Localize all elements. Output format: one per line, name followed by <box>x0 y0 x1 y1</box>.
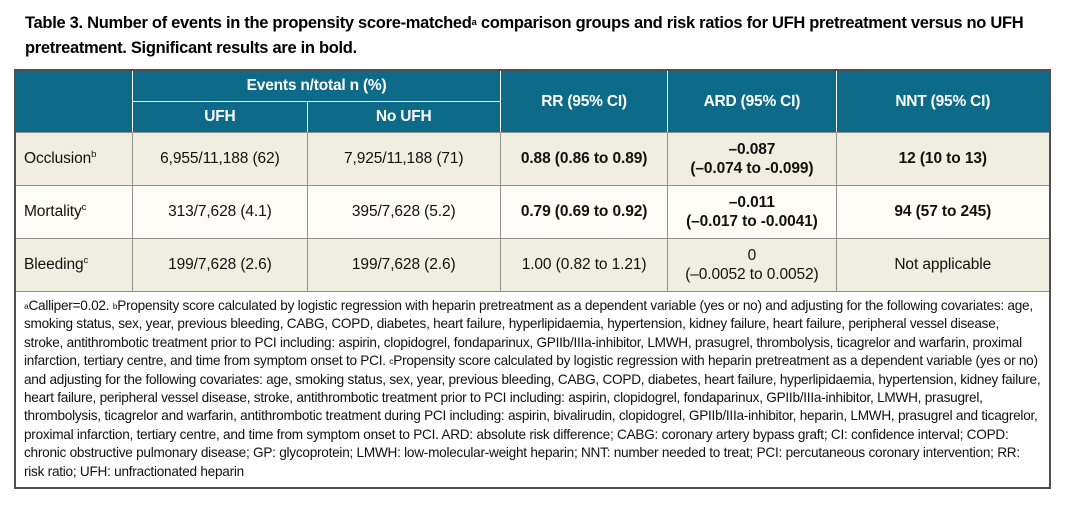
table-caption: Table 3. Number of events in the propens… <box>25 11 1044 61</box>
row-label-text: Bleeding <box>24 256 84 273</box>
ard-estimate: 0 <box>747 247 757 264</box>
cell-occlusion-no-ufh: 7,925/11,188 (71) <box>307 132 501 185</box>
cell-mortality-nnt: 94 (57 to 245) <box>836 185 1049 238</box>
footnote-marker-b: b <box>112 301 118 311</box>
table-footnote: aCalliper=0.02. b Propensity score calcul… <box>16 291 1049 488</box>
cell-occlusion-nnt: 12 (10 to 13) <box>836 132 1049 185</box>
col-header-rr: RR (95% CI) <box>500 71 669 132</box>
row-label-occlusion: Occlusionb <box>16 132 134 185</box>
footnote-marker-c: c <box>389 356 394 367</box>
ard-confidence-interval: (–0.0052 to 0.0052) <box>685 266 819 283</box>
cell-occlusion-ufh: 6,955/11,188 (62) <box>133 132 308 185</box>
col-header-ard: ARD (95% CI) <box>668 71 837 132</box>
col-header-nnt: NNT (95% CI) <box>836 71 1049 132</box>
ard-confidence-interval: (–0.017 to -0.0041) <box>686 213 818 230</box>
ard-confidence-interval: (–0.074 to -0.099) <box>690 160 814 177</box>
cell-mortality-ufh: 313/7,628 (4.1) <box>133 185 308 238</box>
cell-bleeding-ufh: 199/7,628 (2.6) <box>133 238 308 291</box>
footnote-marker-c: c <box>83 255 89 266</box>
col-header-events-group: Events n/total n (%) <box>133 71 501 102</box>
corner-cell <box>16 71 134 132</box>
table-row-bleeding: Bleedingc 199/7,628 (2.6) 199/7,628 (2.6… <box>16 238 1049 291</box>
caption-text-after-sup: comparison groups and risk ratios for UF… <box>25 14 1024 57</box>
cell-bleeding-ard: 0 (–0.0052 to 0.0052) <box>668 238 837 291</box>
table-body: Occlusionb 6,955/11,188 (62) 7,925/11,18… <box>16 132 1049 488</box>
header-row-sub: UFH No UFH <box>16 102 1049 132</box>
cell-bleeding-rr: 1.00 (0.82 to 1.21) <box>500 238 669 291</box>
table-row-occlusion: Occlusionb 6,955/11,188 (62) 7,925/11,18… <box>16 132 1049 185</box>
row-label-bleeding: Bleedingc <box>16 238 134 291</box>
caption-footnote-marker-a: a <box>471 17 477 28</box>
table-row-mortality: Mortalityc 313/7,628 (4.1) 395/7,628 (5.… <box>16 185 1049 238</box>
cell-occlusion-ard: –0.087 (–0.074 to -0.099) <box>668 132 837 185</box>
footnote-marker-c: c <box>81 202 87 213</box>
ard-estimate: –0.087 <box>728 141 776 158</box>
cell-mortality-rr: 0.79 (0.69 to 0.92) <box>500 185 669 238</box>
cell-bleeding-nnt: Not applicable <box>836 238 1049 291</box>
events-risk-ratio-table: Events n/total n (%) RR (95% CI) ARD (95… <box>14 69 1051 490</box>
header-row-group: Events n/total n (%) RR (95% CI) ARD (95… <box>16 71 1049 132</box>
row-label-text: Mortality <box>24 203 82 220</box>
row-label-text: Occlusion <box>24 150 92 167</box>
caption-text-before-sup: Table 3. Number of events in the propens… <box>25 14 472 32</box>
footnote-marker-b: b <box>91 149 97 160</box>
cell-occlusion-rr: 0.88 (0.86 to 0.89) <box>500 132 669 185</box>
col-header-no-ufh: No UFH <box>307 102 501 132</box>
table-footnote-row: aCalliper=0.02. b Propensity score calcul… <box>16 291 1049 488</box>
row-label-mortality: Mortalityc <box>16 185 134 238</box>
cell-bleeding-no-ufh: 199/7,628 (2.6) <box>307 238 501 291</box>
cell-mortality-ard: –0.011 (–0.017 to -0.0041) <box>668 185 837 238</box>
footnote-marker-a: a <box>24 301 29 311</box>
table-header: Events n/total n (%) RR (95% CI) ARD (95… <box>16 71 1049 132</box>
cell-mortality-no-ufh: 395/7,628 (5.2) <box>307 185 501 238</box>
footnote-part-c: Propensity score calculated by logistic … <box>24 353 1041 479</box>
col-header-ufh: UFH <box>133 102 308 132</box>
footnote-part-a: Calliper=0.02. <box>28 298 113 313</box>
ard-estimate: –0.011 <box>728 194 775 211</box>
footnote-part-b: Propensity score calculated by logistic … <box>24 298 1033 369</box>
